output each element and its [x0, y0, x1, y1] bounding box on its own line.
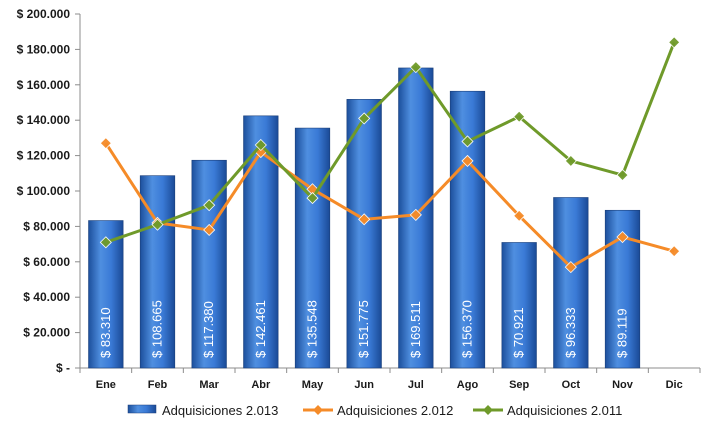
bar-data-label: $ 151.775 — [356, 300, 371, 358]
y-tick-label: $ - — [56, 361, 70, 375]
series-marker — [358, 112, 371, 125]
x-tick-label: Feb — [148, 379, 168, 391]
y-tick-label: $ 60.000 — [23, 255, 70, 269]
series-marker — [668, 36, 681, 49]
bar-labels: $ 83.310 $ 108.665 $ 117.380 $ 142.461 $ 135… — [98, 300, 630, 358]
legend-marker — [483, 405, 493, 415]
series-marker — [616, 230, 629, 244]
series-line — [104, 142, 675, 269]
series-marker — [99, 137, 112, 150]
series-marker — [306, 192, 319, 205]
y-tick-label: $ 80.000 — [23, 219, 70, 233]
y-tick-label: $ 160.000 — [17, 78, 71, 92]
bar-data-label: $ 169.511 — [408, 301, 423, 358]
x-tick-label: Mar — [199, 379, 219, 391]
series-marker — [203, 223, 216, 237]
legend-swatch — [127, 404, 157, 414]
series-marker — [513, 110, 526, 123]
legend: Adquisiciones 2.013 Adquisiciones 2.012 Ad… — [127, 403, 622, 418]
series-marker — [99, 236, 112, 249]
series-marker — [564, 261, 577, 274]
bar-data-label: $ 156.370 — [460, 300, 475, 358]
bar-data-label: $ 142.461 — [253, 300, 268, 358]
series-marker — [151, 218, 164, 231]
bar — [553, 197, 589, 369]
series-marker — [668, 245, 681, 258]
series-marker — [358, 213, 371, 226]
y-tick-label: $ 180.000 — [17, 42, 71, 56]
x-tick-label: Nov — [612, 379, 634, 391]
bar-data-label: $ 89.119 — [615, 308, 630, 358]
y-tick-label: $ 20.000 — [23, 326, 70, 340]
series-marker — [564, 154, 577, 167]
y-tick-label: $ 40.000 — [23, 290, 70, 304]
x-tick-label: May — [302, 379, 324, 391]
bar-data-label: $ 108.665 — [150, 300, 165, 358]
bar-data-label: $ 70.921 — [511, 307, 526, 358]
series-marker — [461, 135, 474, 148]
bar-data-label: $ 117.380 — [201, 301, 216, 358]
series-line — [105, 41, 676, 244]
series-marker — [513, 209, 526, 222]
series-marker — [461, 154, 474, 167]
x-tick-label: Dic — [666, 379, 683, 391]
lines — [99, 36, 681, 274]
x-tick-label: Jul — [408, 379, 424, 391]
bar-data-label: $ 83.310 — [98, 307, 113, 358]
x-tick-label: Oct — [562, 379, 581, 391]
x-tick-label: Jun — [354, 379, 374, 391]
x-tick-label: Abr — [251, 379, 271, 391]
bar — [501, 242, 537, 369]
axes: $ - $ 20.000 $ 40.000 $ 60.000 $ 80.000 $ 100… — [17, 7, 701, 391]
x-tick-label: Ago — [457, 379, 479, 391]
y-tick-label: $ 140.000 — [17, 113, 71, 127]
bar — [346, 99, 382, 369]
bar-data-label: $ 135.548 — [305, 300, 320, 358]
series-marker — [254, 138, 267, 152]
bar — [191, 159, 227, 369]
series-marker — [616, 169, 629, 182]
x-tick-label: Ene — [96, 379, 116, 391]
legend-label: Adquisiciones 2.011 — [507, 403, 622, 418]
y-tick-label: $ 200.000 — [17, 7, 71, 21]
legend-marker — [313, 405, 323, 415]
bar-data-label: $ 96.333 — [563, 307, 578, 358]
x-tick-label: Sep — [509, 379, 529, 391]
bar — [294, 127, 331, 369]
y-tick-label: $ 120.000 — [17, 149, 71, 163]
series-marker — [409, 61, 422, 74]
legend-label: Adquisiciones 2.012 — [337, 403, 453, 418]
legend-label: Adquisiciones 2.013 — [162, 403, 278, 418]
series-marker — [203, 199, 216, 212]
series-marker — [409, 208, 422, 221]
y-tick-label: $ 100.000 — [17, 184, 71, 198]
